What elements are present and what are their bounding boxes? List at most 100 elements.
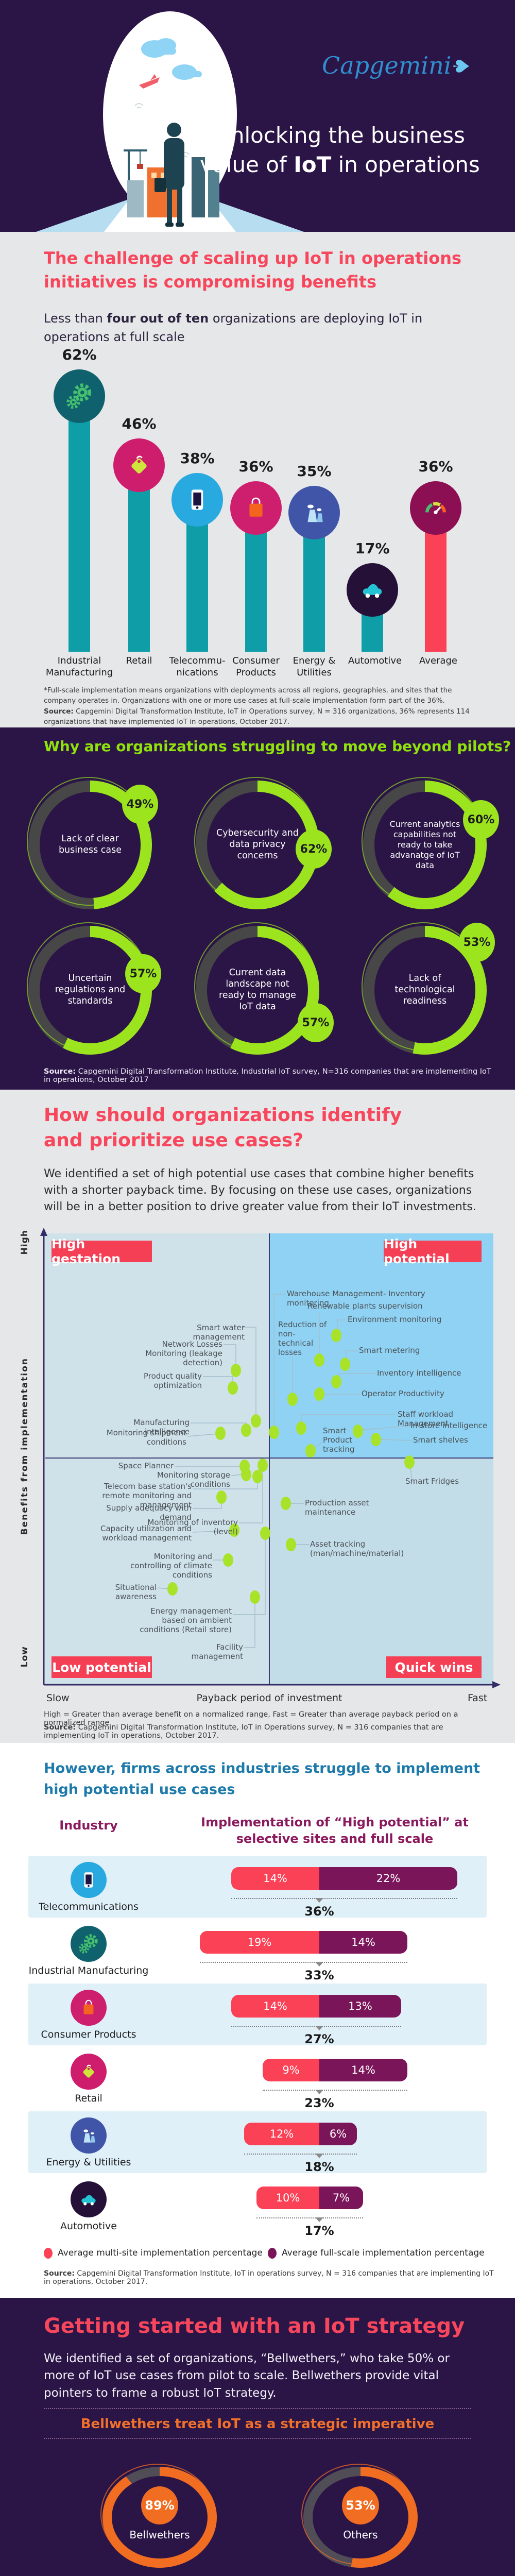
scatter-point-label: Energy management based on ambient condi… [140, 1606, 232, 1634]
legend-multi-site: Average multi-site implementation percen… [58, 2248, 263, 2258]
y-axis-high: High [20, 1230, 30, 1255]
multi-site-segment: 10% [256, 2187, 319, 2209]
full-scale-segment: 6% [319, 2123, 357, 2145]
title-line2-bold: IoT [294, 151, 332, 177]
legend-full-scale-dot [268, 2248, 277, 2259]
section5-title: Getting started with an IoT strategy [44, 2314, 465, 2338]
scatter-point-label: Environment monitoring [348, 1315, 442, 1324]
capgemini-logo: Capgemini♠ [322, 52, 474, 79]
total-notch [315, 1898, 323, 1903]
bar-value: 35% [297, 463, 332, 480]
scatter-point-label: Manufacturing intelligence [133, 1418, 190, 1436]
donut-strategic-others: 53% Others [301, 2464, 418, 2568]
total-notch [315, 2154, 323, 2158]
capgemini-spade-icon: ♠ [448, 56, 474, 76]
scatter-point-label: Space Planner [118, 1461, 174, 1470]
section2-title: Why are organizations struggling to move… [44, 738, 511, 755]
row-category: Industrial Manufacturing [28, 1965, 149, 1976]
bar-value: 38% [180, 450, 215, 467]
scatter-point-label: Operator Productivity [362, 1389, 444, 1398]
industrial-manufacturing-icon [71, 1926, 107, 1962]
city-skyline [124, 149, 219, 217]
total-notch [315, 2026, 323, 2030]
scatter-point-label: Smart water management [193, 1323, 245, 1342]
cloud-icon [141, 38, 202, 80]
full-scale-segment: 14% [319, 2059, 407, 2081]
donut-value: 62% [296, 829, 332, 869]
full-scale-segment: 14% [319, 1931, 407, 1954]
title-line2-post: in operations [331, 151, 480, 177]
section1-title: The challenge of scaling up IoT in opera… [44, 248, 462, 292]
bar-value: 36% [418, 458, 453, 475]
telecommunications-icon [171, 473, 223, 527]
row-category: Consumer Products [41, 2029, 136, 2040]
donut-technological-readiness: Lack of technological readiness 53% [362, 922, 495, 1055]
scatter-point-label: Renewable plants supervision [307, 1301, 423, 1311]
bar-category: Industrial Manufacturing [45, 655, 113, 678]
scatter-point-label: Capacity utilization and workload manage… [100, 1524, 192, 1543]
total-notch [315, 1962, 323, 1967]
section1-footnote: *Full-scale implementation means organiz… [44, 686, 470, 726]
total-notch [315, 2090, 323, 2094]
row-category: Energy & Utilities [46, 2157, 131, 2168]
row-total: 18% [304, 2160, 334, 2174]
bar-category: Retail [126, 655, 152, 666]
section3-title: How should organizations identify and pr… [44, 1105, 402, 1151]
scatter-points [167, 1329, 415, 1604]
table-header-industry: Industry [59, 1818, 118, 1833]
x-axis-label: Payback period of investment [196, 1692, 342, 1704]
scatter-point-label: Smart Product tracking [323, 1426, 355, 1454]
header: Capgemini♠ Unlocking the business value … [0, 0, 515, 232]
subsection1-title: Bellwethers treat IoT as a strategic imp… [80, 2416, 435, 2432]
bar-category: Telecommu- nications [169, 655, 226, 678]
legend-full-scale: Average full-scale implementation percen… [282, 2248, 485, 2258]
row-total: 36% [304, 1904, 334, 1919]
bar-category: Average [419, 655, 457, 666]
row-category: Telecommunications [39, 1901, 139, 1912]
scatter-point-label: Smart shelves [413, 1435, 468, 1445]
keyhole-illustration [36, 11, 304, 232]
multi-site-segment: 12% [244, 2123, 319, 2145]
section2-source: Source: Capgemini Digital Transformation… [44, 1067, 491, 1084]
donut-data-landscape: Current data landscape not ready to mana… [194, 922, 334, 1055]
automotive-icon [71, 2181, 107, 2217]
multi-site-segment: 14% [231, 1995, 319, 2018]
donut-value: 53% [459, 923, 495, 962]
bar-value: 62% [62, 346, 97, 363]
energy-utilities-icon [71, 2117, 107, 2154]
scatter-point-label: Reduction of non-technical losses [278, 1320, 327, 1357]
donut-strategic-bellwethers: 89% Bellwethers [100, 2464, 217, 2568]
section5-intro: We identified a set of organizations, “B… [44, 2352, 450, 2400]
total-bracket [200, 1962, 407, 1963]
scatter-point-label: In-store intelligence [410, 1421, 488, 1430]
row-total: 33% [304, 1968, 334, 1982]
bar-value: 17% [355, 540, 390, 557]
table-header-implementation: Implementation of “High potential” at se… [201, 1815, 469, 1846]
dotted-separator [44, 2408, 471, 2409]
scatter-point-label: Situational awareness [115, 1583, 157, 1601]
connector-lines [157, 1294, 413, 1648]
full-scale-segment: 22% [319, 1867, 457, 1890]
quadrant-high-gestation: High gestation [52, 1236, 152, 1266]
x-axis-slow: Slow [46, 1692, 70, 1704]
bar-category: Automotive [348, 655, 402, 666]
telecommunications-icon [71, 1862, 107, 1898]
scatter-point-label: Product quality optimization [143, 1371, 202, 1390]
section-use-cases: How should organizations identify and pr… [0, 1090, 515, 1743]
bar [68, 385, 90, 652]
scatter-point-label: Warehouse Management- Inventory monitori… [287, 1289, 425, 1308]
total-bracket [244, 2154, 357, 2155]
person-silhouette [154, 123, 184, 227]
donut-series-label: Bellwethers [129, 2529, 190, 2541]
donut-value: 60% [463, 800, 499, 839]
legend-multi-site-dot [44, 2248, 53, 2259]
scatter-point-label: Supply adequacy with demand [106, 1503, 192, 1522]
scatter-point-label: Monitoring of inventory (level) [147, 1518, 238, 1536]
section3-intro: We identified a set of high potential us… [44, 1167, 476, 1213]
section4-title: However, firms across industries struggl… [44, 1760, 480, 1798]
multi-site-segment: 14% [231, 1867, 319, 1890]
total-bracket [231, 1898, 457, 1899]
section-industry-struggle: However, firms across industries struggl… [0, 1743, 515, 2298]
donut-value: 49% [122, 785, 158, 824]
average-speedometer-icon [410, 481, 461, 535]
